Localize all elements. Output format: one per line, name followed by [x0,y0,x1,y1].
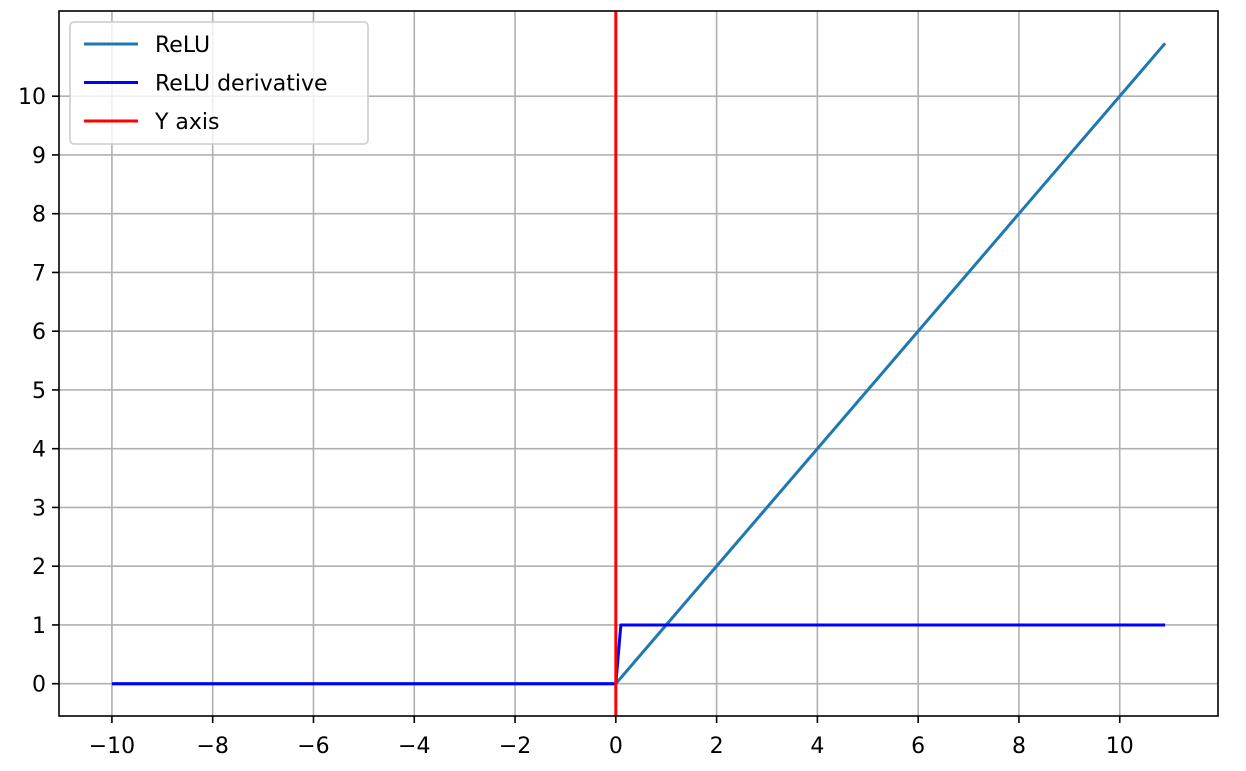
y-tick-label: 8 [32,203,46,228]
legend-label: Y axis [154,110,220,135]
x-tick-label: −4 [398,734,430,759]
plot-lines [111,11,1167,716]
x-tick-label: 0 [609,734,623,759]
axis-ticks: −10 −8 −6 −4 −2 0 2 4 6 8 10 0 1 2 3 4 5 6 7 8 9 10 [18,85,1134,759]
x-tick-label: −8 [196,734,228,759]
x-tick-label: 8 [1012,734,1026,759]
y-tick-label: 10 [18,85,46,110]
x-tick-label: −10 [89,734,135,759]
legend: ReLU ReLU derivative Y axis [69,21,369,145]
y-tick-label: 4 [32,438,46,463]
plot-frame [58,10,1219,717]
x-tick-label: 10 [1106,734,1134,759]
y-tick-label: 9 [32,144,46,169]
x-tick-label: 2 [710,734,724,759]
y-tick-label: 5 [32,379,46,404]
x-tick-label: −6 [297,734,329,759]
y-tick-label: 6 [32,320,46,345]
y-tick-label: 7 [32,261,46,286]
x-tick-label: 4 [810,734,824,759]
y-tick-label: 0 [32,673,46,698]
legend-label: ReLU derivative [155,72,328,97]
series-line-relu-derivative [111,623,1166,686]
y-tick-label: 1 [32,614,46,639]
x-tick-label: 6 [911,734,925,759]
legend-box [69,21,369,145]
x-tick-label: −2 [499,734,531,759]
y-tick-label: 3 [32,496,46,521]
y-tick-label: 2 [32,555,46,580]
legend-label: ReLU [155,33,210,58]
